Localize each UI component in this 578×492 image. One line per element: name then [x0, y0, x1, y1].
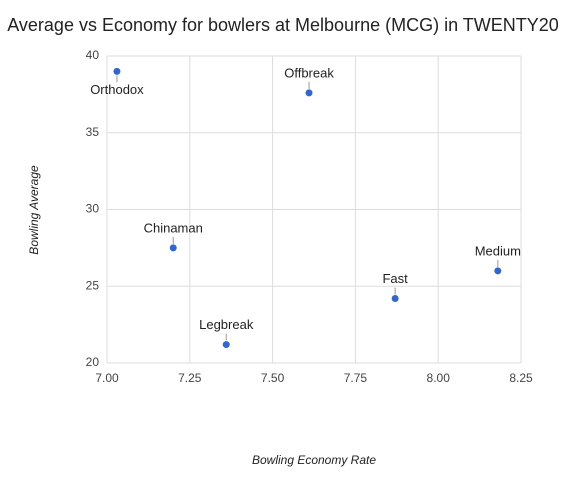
x-tick-label: 7.75	[344, 371, 368, 385]
point-label: Medium	[475, 243, 521, 258]
y-tick-label: 35	[86, 125, 100, 139]
x-tick-label: 7.50	[261, 371, 285, 385]
y-axis-label: Bowling Average	[27, 165, 41, 255]
point	[169, 244, 177, 252]
point-label: Offbreak	[284, 65, 334, 80]
point	[222, 341, 230, 349]
y-tick-label: 20	[86, 355, 100, 369]
x-axis-label: Bowling Economy Rate	[252, 453, 376, 467]
x-tick-label: 8.00	[427, 371, 451, 385]
chart-title: Average vs Economy for bowlers at Melbou…	[7, 15, 559, 35]
point	[391, 295, 399, 303]
x-tick-label: 7.00	[95, 371, 119, 385]
point-label: Orthodox	[90, 82, 144, 97]
point	[113, 67, 121, 75]
point	[494, 267, 502, 275]
x-tick-label: 8.25	[509, 371, 533, 385]
x-tick-label: 7.25	[178, 371, 202, 385]
point-label: Fast	[382, 271, 408, 286]
y-tick-label: 40	[86, 48, 100, 62]
point-label: Legbreak	[199, 317, 254, 332]
y-tick-label: 30	[86, 202, 100, 216]
point-label: Chinaman	[144, 220, 203, 235]
point	[305, 89, 313, 97]
y-tick-label: 25	[86, 278, 100, 292]
